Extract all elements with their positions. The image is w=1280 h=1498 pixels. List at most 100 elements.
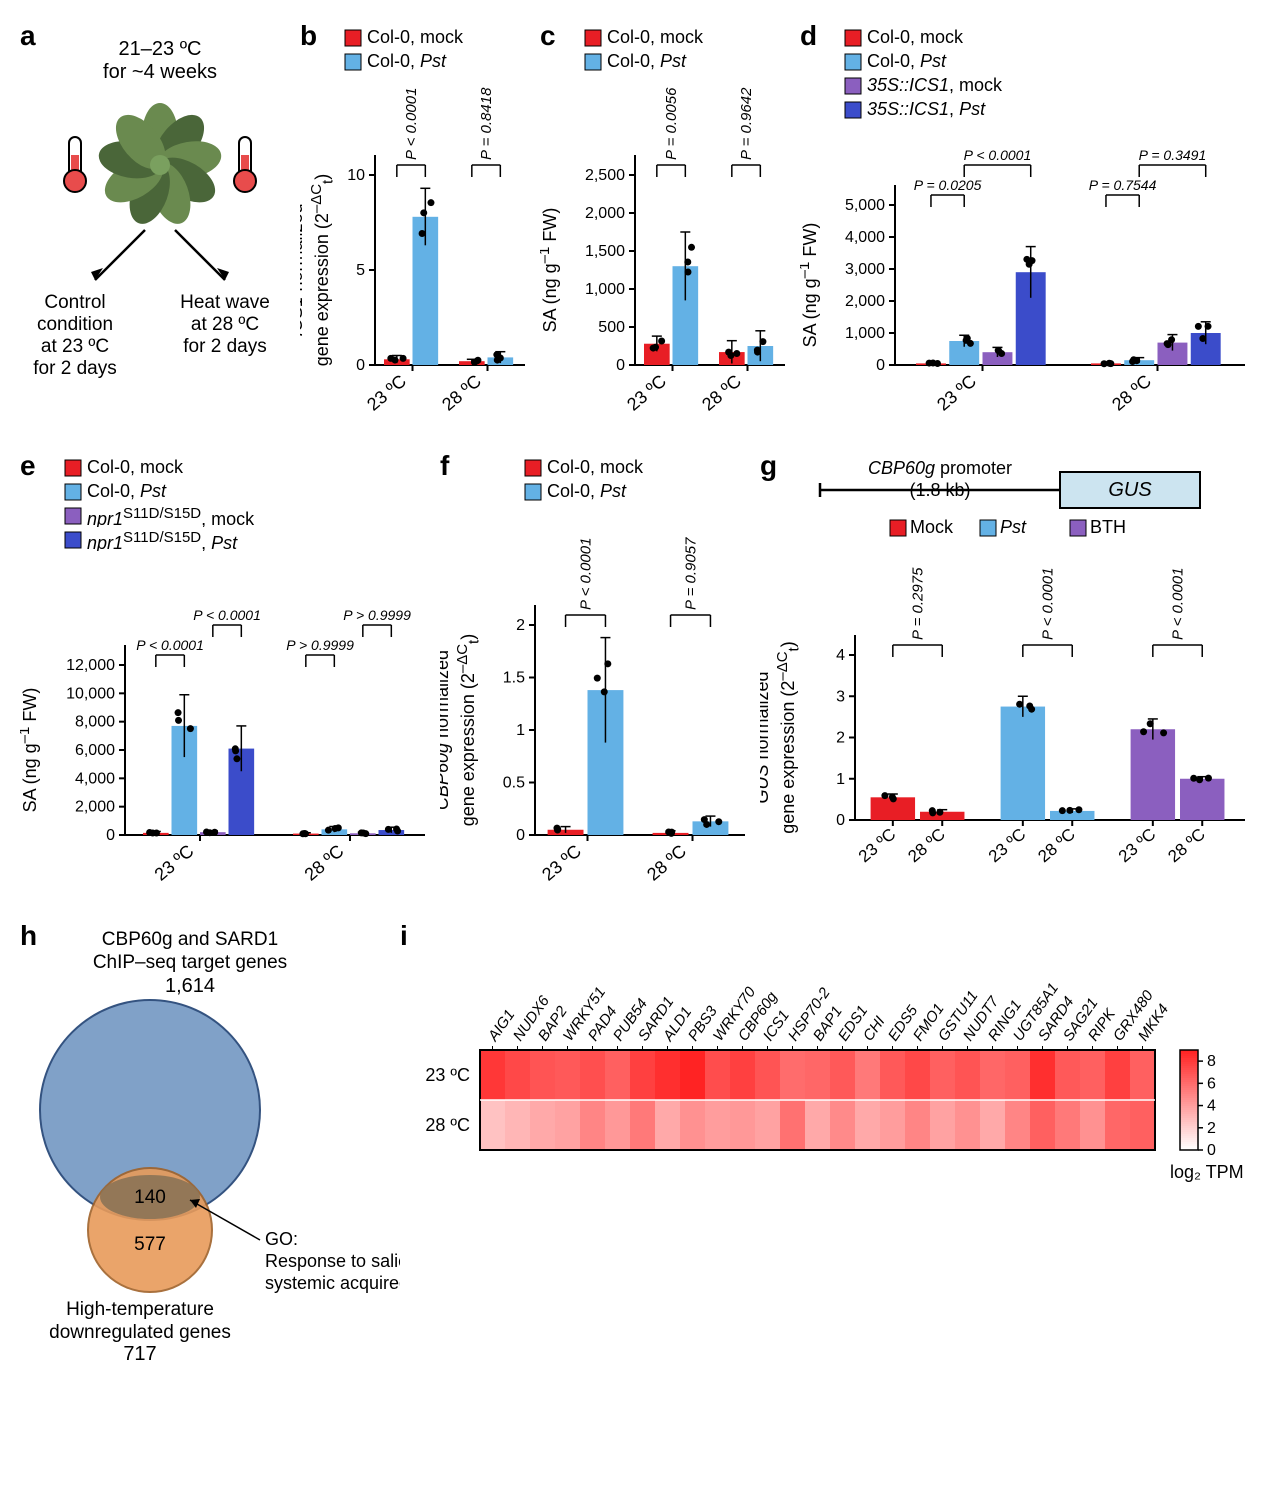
svg-text:P < 0.0001: P < 0.0001 [1170, 568, 1187, 640]
svg-text:6,000: 6,000 [75, 742, 115, 759]
figure-multipanel: a 21–23 ºC for ~4 weeks [20, 20, 1260, 1360]
panel-f: f Col-0, mockCol-0, Pst00.511.52CBP60g n… [440, 450, 760, 890]
svg-text:for ~4 weeks: for ~4 weeks [103, 61, 217, 83]
svg-text:2,000: 2,000 [75, 799, 115, 816]
svg-text:28 ºC: 28 ºC [301, 841, 348, 885]
svg-text:AIG1: AIG1 [484, 1007, 518, 1046]
svg-text:2: 2 [836, 730, 845, 747]
svg-text:10,000: 10,000 [66, 685, 115, 702]
svg-text:4,000: 4,000 [75, 770, 115, 787]
svg-text:6: 6 [1207, 1075, 1216, 1092]
svg-text:for 2 days: for 2 days [33, 358, 116, 379]
svg-text:1,614: 1,614 [165, 975, 215, 997]
svg-text:28 ºC: 28 ºC [698, 371, 745, 415]
panel-a-diagram: 21–23 ºC for ~4 weeks [20, 20, 300, 420]
svg-text:28 ºC: 28 ºC [438, 371, 485, 415]
svg-text:log₂ TPM: log₂ TPM [1170, 1162, 1244, 1182]
svg-text:P < 0.0001: P < 0.0001 [578, 538, 595, 610]
panel-b-chart: Col-0, mockCol-0, Pst0510ICS1 normalized… [300, 20, 540, 420]
panel-b-label: b [300, 20, 317, 52]
svg-text:Control: Control [44, 292, 105, 313]
svg-text:0: 0 [836, 812, 845, 829]
svg-text:P = 0.0056: P = 0.0056 [663, 87, 680, 160]
svg-text:0: 0 [516, 827, 525, 844]
svg-text:High-temperature: High-temperature [66, 1299, 214, 1320]
svg-text:1,000: 1,000 [845, 325, 885, 342]
svg-text:2,500: 2,500 [585, 167, 625, 184]
svg-text:P = 0.0205: P = 0.0205 [914, 177, 982, 193]
svg-text:2,000: 2,000 [845, 293, 885, 310]
svg-text:P = 0.8418: P = 0.8418 [478, 87, 495, 160]
svg-text:140: 140 [134, 1187, 166, 1208]
svg-text:28 ºC: 28 ºC [1108, 371, 1155, 415]
svg-text:at 23 ºC: at 23 ºC [41, 336, 109, 357]
svg-text:P < 0.0001: P < 0.0001 [403, 88, 420, 160]
svg-text:0.5: 0.5 [503, 775, 525, 792]
svg-text:P = 0.7544: P = 0.7544 [1089, 177, 1157, 193]
svg-text:10: 10 [347, 167, 365, 184]
svg-text:P < 0.0001: P < 0.0001 [1040, 568, 1057, 640]
svg-text:5: 5 [356, 262, 365, 279]
svg-text:23 ºC: 23 ºC [623, 371, 670, 415]
svg-text:8,000: 8,000 [75, 714, 115, 731]
panel-i: i AIG1NUDX6BAP2WRKY51PAD4PUB54SARD1ALD1P… [400, 920, 1260, 1360]
svg-text:at 28 ºC: at 28 ºC [191, 314, 259, 335]
svg-text:downregulated genes: downregulated genes [49, 1322, 231, 1343]
svg-text:2: 2 [516, 617, 525, 634]
svg-text:GUS: GUS [1108, 479, 1152, 501]
svg-text:2,000: 2,000 [585, 205, 625, 222]
svg-text:0: 0 [356, 357, 365, 374]
panel-g-chart: GUSCBP60g promoter(1.8 kb)MockPstBTH0123… [760, 450, 1260, 890]
panel-d-chart: Col-0, mockCol-0, Pst35S::ICS1, mock35S:… [800, 20, 1260, 420]
svg-text:4: 4 [1207, 1098, 1216, 1115]
svg-text:P < 0.0001: P < 0.0001 [136, 637, 204, 653]
svg-text:1.5: 1.5 [503, 670, 525, 687]
panel-d: d Col-0, mockCol-0, Pst35S::ICS1, mock35… [800, 20, 1260, 420]
svg-text:717: 717 [123, 1343, 156, 1360]
panel-f-label: f [440, 450, 449, 482]
svg-text:ChIP–seq target genes: ChIP–seq target genes [93, 952, 287, 973]
panel-h-venn: CBP60g and SARD1 ChIP–seq target genes 1… [20, 920, 400, 1360]
panel-f-chart: Col-0, mockCol-0, Pst00.511.52CBP60g nor… [440, 450, 760, 890]
svg-text:8: 8 [1207, 1053, 1216, 1070]
svg-text:28 ºC: 28 ºC [1034, 825, 1078, 867]
panel-h: h CBP60g and SARD1 ChIP–seq target genes… [20, 920, 400, 1360]
svg-text:500: 500 [598, 319, 625, 336]
svg-text:P > 0.9999: P > 0.9999 [343, 607, 411, 623]
panel-e: e Col-0, mockCol-0, Pstnpr1S11D/S15D, mo… [20, 450, 440, 890]
svg-text:0: 0 [616, 357, 625, 374]
svg-text:Heat wave: Heat wave [180, 292, 270, 313]
svg-text:23 ºC: 23 ºC [363, 371, 410, 415]
svg-text:1: 1 [836, 771, 845, 788]
svg-text:CBP60g and SARD1: CBP60g and SARD1 [102, 929, 278, 950]
svg-text:28 ºC: 28 ºC [425, 1115, 470, 1135]
panel-i-heatmap: AIG1NUDX6BAP2WRKY51PAD4PUB54SARD1ALD1PBS… [400, 920, 1260, 1360]
svg-text:23 ºC: 23 ºC [855, 825, 899, 867]
svg-text:28 ºC: 28 ºC [643, 841, 690, 885]
svg-text:2: 2 [1207, 1120, 1216, 1137]
svg-text:23 ºC: 23 ºC [933, 371, 980, 415]
svg-text:P > 0.9999: P > 0.9999 [286, 637, 354, 653]
svg-text:P = 0.3491: P = 0.3491 [1139, 147, 1207, 163]
panel-g: g GUSCBP60g promoter(1.8 kb)MockPstBTH01… [760, 450, 1260, 890]
svg-text:1,000: 1,000 [585, 281, 625, 298]
svg-text:23 ºC: 23 ºC [425, 1065, 470, 1085]
thermometer-left-icon [64, 137, 86, 192]
panel-c-chart: Col-0, mockCol-0, Pst05001,0001,5002,000… [540, 20, 800, 420]
svg-text:12,000: 12,000 [66, 657, 115, 674]
svg-text:577: 577 [134, 1234, 166, 1255]
panel-c: c Col-0, mockCol-0, Pst05001,0001,5002,0… [540, 20, 800, 420]
panel-h-label: h [20, 920, 37, 952]
svg-text:4: 4 [836, 647, 845, 664]
svg-text:GO:: GO: [265, 1229, 298, 1249]
svg-text:0: 0 [876, 357, 885, 374]
panel-c-label: c [540, 20, 556, 52]
svg-text:28 ºC: 28 ºC [904, 825, 948, 867]
svg-text:for 2 days: for 2 days [183, 336, 266, 357]
svg-text:21–23 ºC: 21–23 ºC [119, 38, 202, 60]
svg-text:P < 0.0001: P < 0.0001 [193, 607, 261, 623]
svg-text:23 ºC: 23 ºC [151, 841, 198, 885]
svg-text:3,000: 3,000 [845, 261, 885, 278]
svg-text:P < 0.0001: P < 0.0001 [964, 147, 1032, 163]
panel-a: a 21–23 ºC for ~4 weeks [20, 20, 300, 420]
